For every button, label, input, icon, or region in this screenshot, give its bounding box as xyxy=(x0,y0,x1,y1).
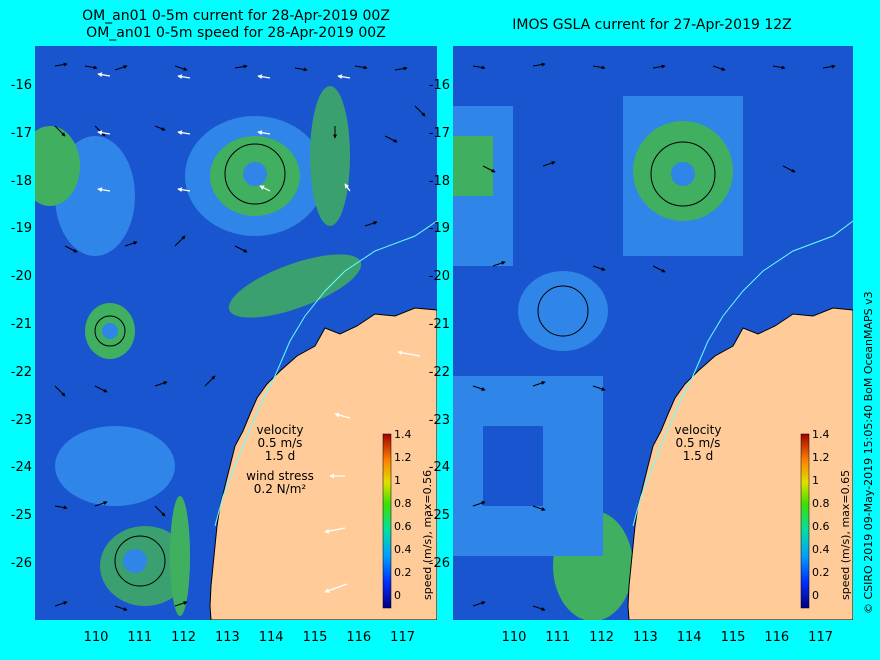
x-tick-label: 117 xyxy=(390,630,415,645)
left-title-line1: OM_an01 0-5m current for 28-Apr-2019 00Z xyxy=(82,8,390,24)
x-tick-label: 110 xyxy=(501,630,527,645)
left-title-line2: OM_an01 0-5m speed for 28-Apr-2019 00Z xyxy=(86,25,386,41)
y-tick-label: -16 xyxy=(428,78,450,93)
x-tick-label: 111 xyxy=(545,630,571,645)
velocity-time: 1.5 d xyxy=(264,449,296,463)
colorbar-tick-label: 0.4 xyxy=(812,543,830,556)
speed-field xyxy=(453,96,743,620)
y-tick-label: -22 xyxy=(428,364,450,380)
right-colorbar-label: speed (m/s), max=0.65 xyxy=(839,469,852,600)
colorbar-tick-label: 1.4 xyxy=(812,428,830,441)
x-tick-label: 116 xyxy=(346,630,372,645)
y-tick-label: -22 xyxy=(10,364,32,380)
left-colorbar-label: speed (m/s), max=0.56 xyxy=(421,469,434,600)
x-tick-label: 114 xyxy=(676,630,702,645)
y-tick-label: -20 xyxy=(10,269,32,285)
y-tick-label: -23 xyxy=(10,412,32,428)
colorbar-tick-label: 0.2 xyxy=(812,566,830,579)
x-tick-label: 116 xyxy=(764,630,790,645)
shelf-contour xyxy=(214,220,437,527)
x-tick-label: 112 xyxy=(589,630,614,645)
colorbar-tick-label: 0.8 xyxy=(812,497,830,510)
speed-field xyxy=(35,86,362,616)
y-tick-label: -21 xyxy=(428,317,450,332)
current-vectors xyxy=(472,62,836,611)
y-tick-label: -21 xyxy=(10,317,32,332)
x-tick-label: 111 xyxy=(127,630,153,645)
colorbar-tick-label: 0.8 xyxy=(394,497,412,510)
colorbar-tick-label: 0 xyxy=(394,589,401,602)
credit-text: © CSIRO 2019 09-May-2019 15:05:40 BoM Oc… xyxy=(862,291,875,614)
x-tick-label: 113 xyxy=(214,630,240,645)
right-panel-title: IMOS GSLA current for 27-Apr-2019 12Z xyxy=(512,17,792,33)
right-colorbar xyxy=(800,433,810,609)
y-tick-label: -26 xyxy=(10,556,32,571)
left-velocity-legend: velocity 0.5 m/s 1.5 d xyxy=(240,424,320,463)
colorbar-tick-label: 1.4 xyxy=(394,428,412,441)
velocity-label: velocity xyxy=(674,423,722,437)
y-tick-label: -20 xyxy=(428,269,450,285)
x-tick-label: 117 xyxy=(808,630,833,645)
colorbar-tick-label: 1 xyxy=(812,474,819,487)
australia-coast xyxy=(209,307,437,620)
x-tick-label: 114 xyxy=(258,630,284,645)
y-tick-label: -25 xyxy=(428,508,450,524)
x-tick-label: 112 xyxy=(171,630,196,645)
velocity-scale: 0.5 m/s xyxy=(257,436,303,450)
left-panel-title: OM_an01 0-5m current for 28-Apr-2019 00Z… xyxy=(36,8,436,42)
colorbar-tick-label: 0.4 xyxy=(394,543,412,556)
left-map xyxy=(35,46,437,620)
colorbar-tick-label: 0.2 xyxy=(394,566,412,579)
australia-coast xyxy=(627,307,853,620)
velocity-scale: 0.5 m/s xyxy=(675,436,721,450)
x-tick-label: 115 xyxy=(720,630,746,645)
velocity-label: velocity xyxy=(256,423,304,437)
velocity-time: 1.5 d xyxy=(682,449,714,463)
colorbar-tick-label: 1 xyxy=(394,474,401,487)
x-tick-label: 115 xyxy=(302,630,328,645)
y-tick-label: -16 xyxy=(10,78,32,93)
colorbar-tick-label: 0 xyxy=(812,589,819,602)
x-tick-label: 110 xyxy=(83,630,109,645)
x-tick-label: 113 xyxy=(632,630,658,645)
colorbar-tick-label: 1.2 xyxy=(394,451,412,464)
y-tick-label: -24 xyxy=(428,460,450,476)
y-tick-label: -23 xyxy=(428,412,450,428)
wind-vectors xyxy=(97,72,421,593)
left-colorbar xyxy=(382,433,392,609)
wind-label: wind stress xyxy=(246,469,314,483)
colorbar-tick-label: 0.6 xyxy=(812,520,830,533)
y-tick-label: -18 xyxy=(10,173,32,189)
y-tick-label: -25 xyxy=(10,508,32,524)
y-tick-label: -17 xyxy=(10,125,32,141)
y-tick-label: -19 xyxy=(428,221,450,237)
y-tick-label: -26 xyxy=(428,556,450,571)
colorbar-tick-label: 0.6 xyxy=(394,520,412,533)
y-tick-label: -19 xyxy=(10,221,32,237)
current-vectors xyxy=(54,62,426,611)
wind-scale: 0.2 N/m² xyxy=(253,482,307,496)
right-velocity-legend: velocity 0.5 m/s 1.5 d xyxy=(658,424,738,463)
y-tick-label: -24 xyxy=(10,460,32,476)
shelf-contour xyxy=(632,220,853,527)
y-tick-label: -18 xyxy=(428,173,450,189)
y-tick-label: -17 xyxy=(428,125,450,141)
wind-stress-legend: wind stress 0.2 N/m² xyxy=(235,470,325,496)
colorbar-tick-label: 1.2 xyxy=(812,451,830,464)
right-map xyxy=(453,46,853,620)
